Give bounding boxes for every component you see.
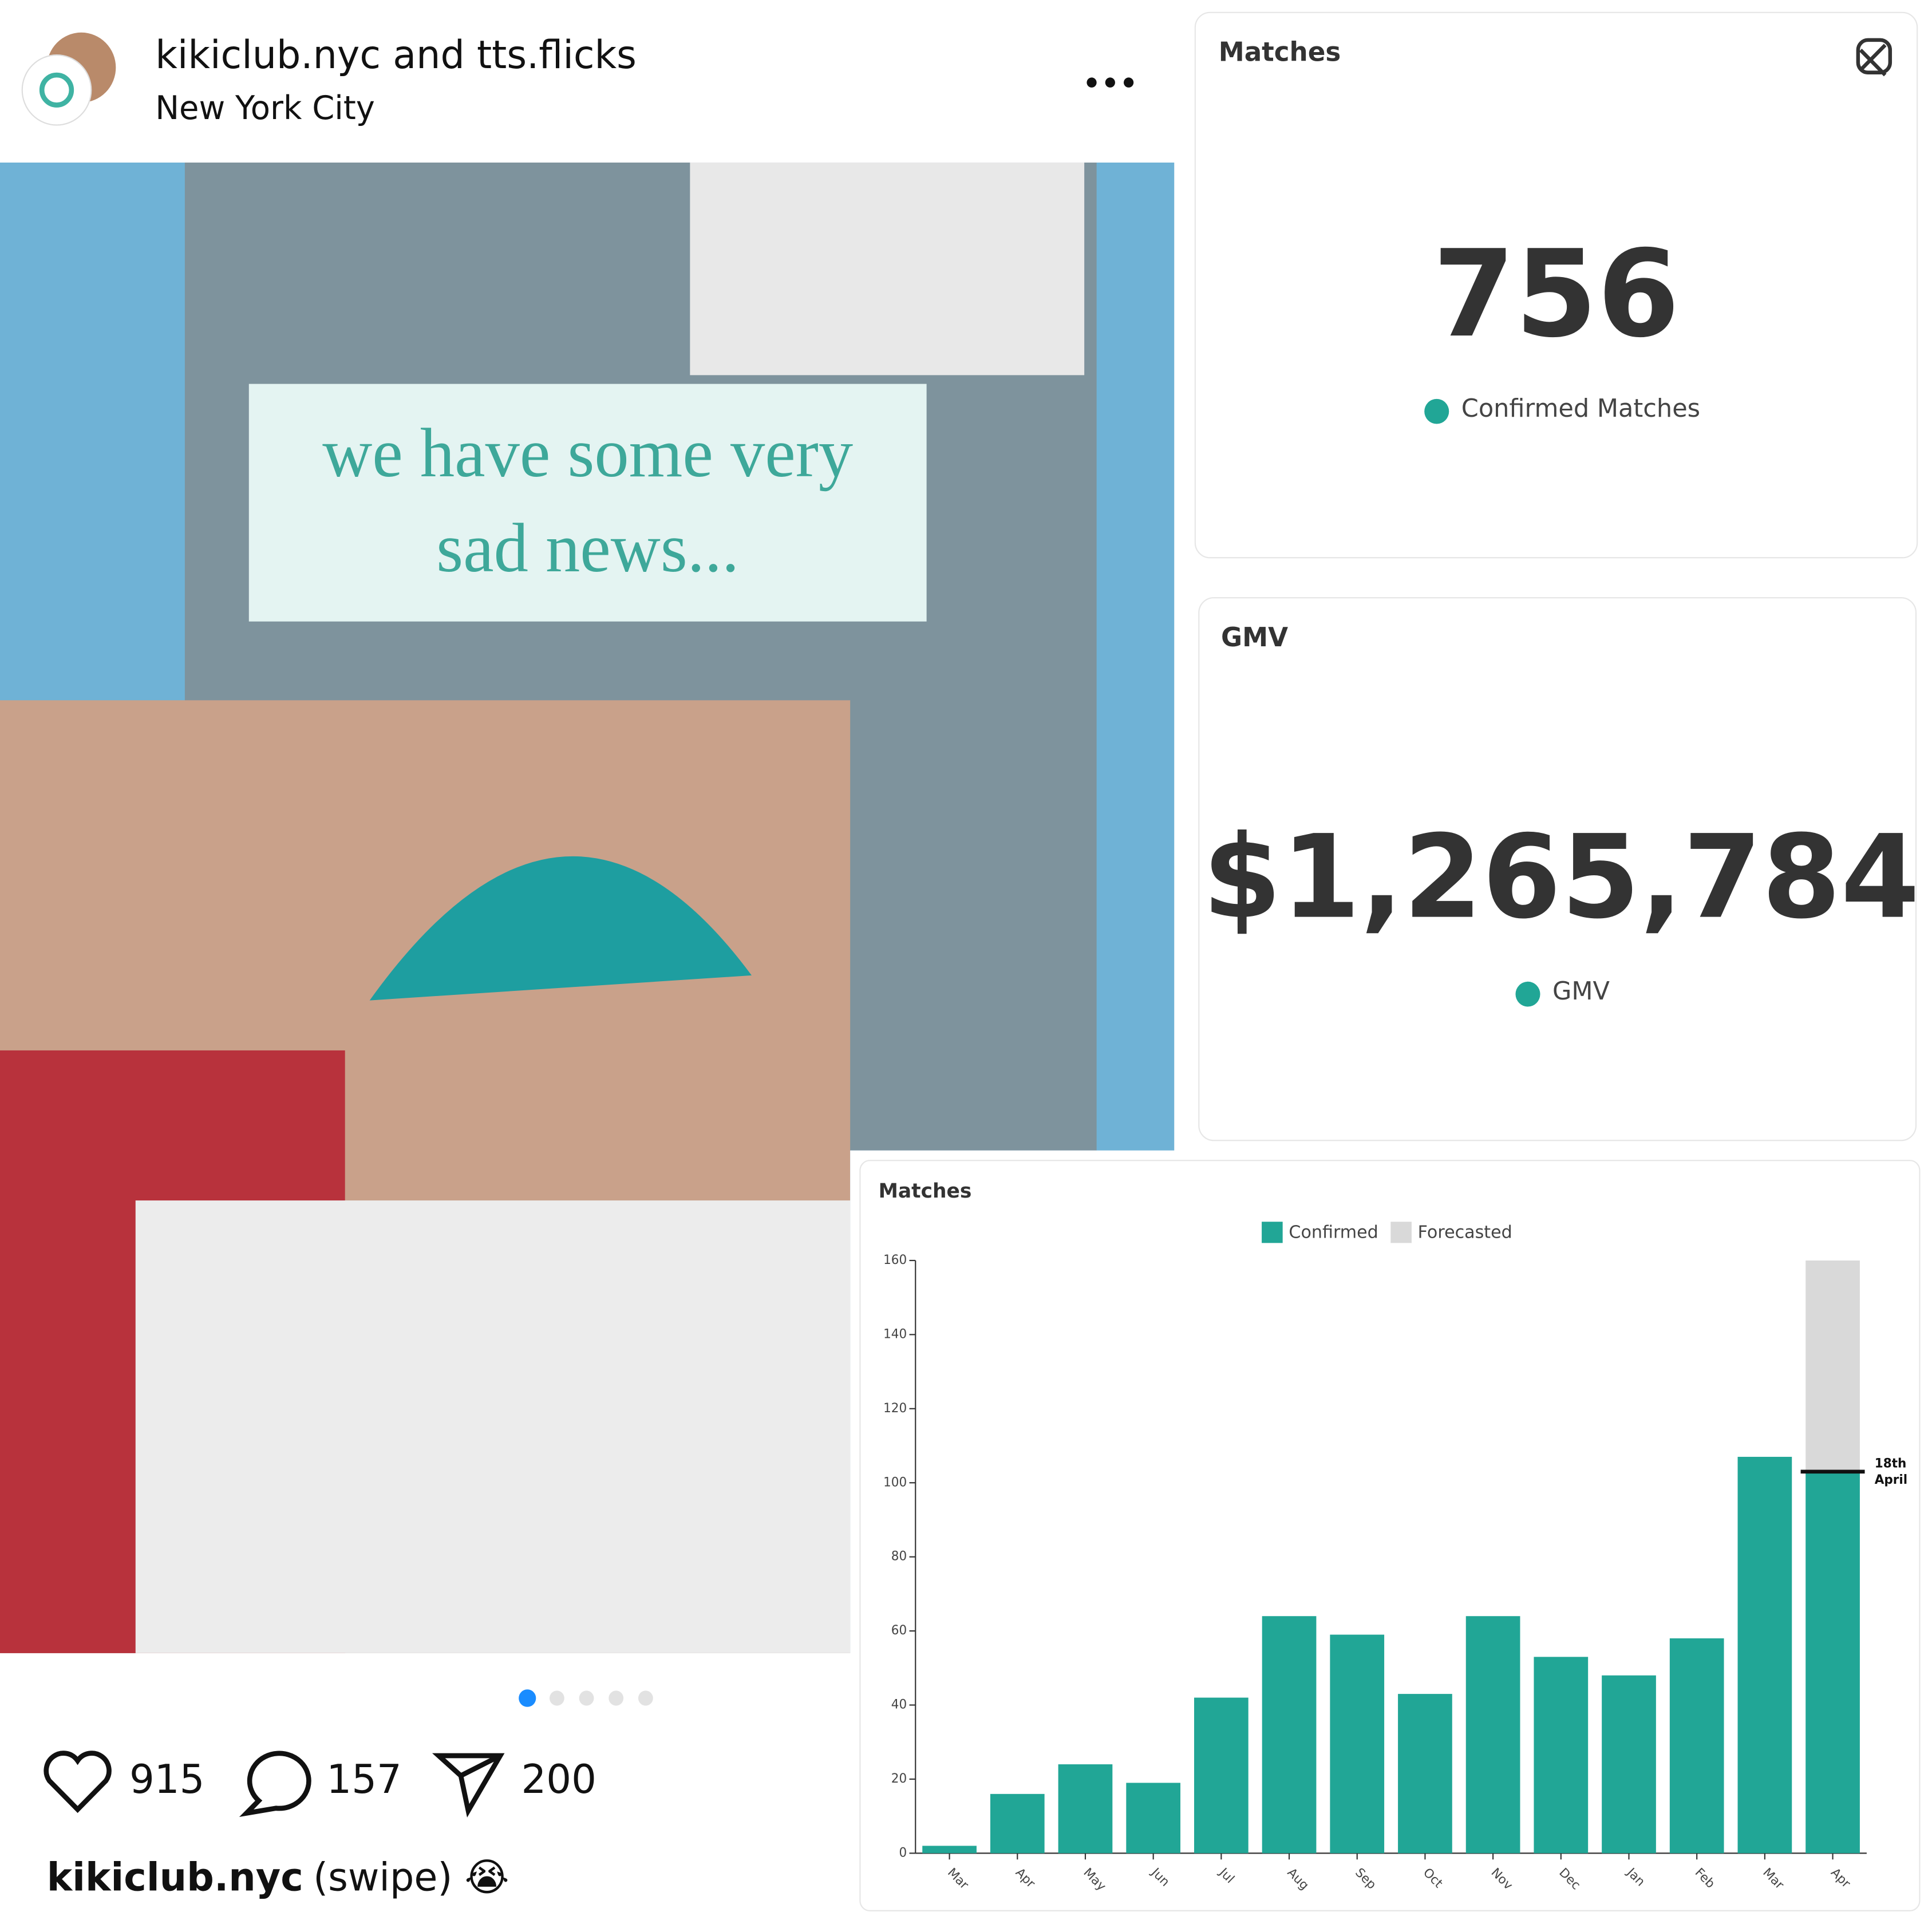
map-area — [690, 162, 1085, 376]
bar — [1534, 1657, 1589, 1854]
bar — [1262, 1616, 1317, 1854]
card-legend: GMV — [1552, 977, 1610, 1006]
card-legend: Confirmed Matches — [1461, 394, 1700, 423]
card-title: GMV — [1221, 622, 1288, 653]
legend-label: Confirmed — [1289, 1222, 1378, 1242]
card-value: 756 — [1433, 225, 1680, 365]
share-icon[interactable] — [432, 1753, 505, 1818]
y-tick-label: 100 — [883, 1475, 907, 1490]
avatar[interactable] — [21, 54, 92, 126]
y-tick-label: 40 — [891, 1697, 907, 1712]
more-button[interactable] — [1086, 77, 1134, 88]
bar — [1465, 1616, 1520, 1854]
bar — [1398, 1694, 1452, 1854]
carousel-dot[interactable] — [609, 1690, 624, 1706]
white-shirt — [135, 1200, 851, 1653]
caption: kikiclub.nyc (swipe) 😭 — [47, 1854, 509, 1899]
caption-user[interactable]: kikiclub.nyc — [47, 1854, 303, 1899]
like-count: 915 — [129, 1757, 204, 1803]
post-user[interactable]: kikiclub.nyc and tts.flicks — [155, 33, 637, 78]
legend-swatch — [1262, 1222, 1283, 1243]
chart-title: Matches — [879, 1180, 972, 1203]
y-tick-label: 120 — [883, 1401, 907, 1416]
annotation: April — [1875, 1473, 1907, 1487]
bar — [1058, 1764, 1113, 1854]
y-tick-label: 20 — [891, 1772, 907, 1786]
carousel-dot[interactable] — [519, 1689, 536, 1707]
caption-text: (swipe) 😭 — [313, 1854, 509, 1899]
bar — [990, 1793, 1045, 1854]
logo — [39, 72, 74, 108]
image-text: sad news... — [436, 509, 739, 587]
like-icon[interactable] — [44, 1751, 112, 1814]
image-text: we have some very — [322, 414, 853, 492]
bar — [1805, 1471, 1860, 1854]
card-icon[interactable] — [1856, 38, 1893, 77]
card — [1198, 597, 1917, 1141]
bar — [1602, 1675, 1656, 1854]
comment-count: 157 — [326, 1757, 401, 1803]
chart: Confirmed Forecasted 0 20 40 60 80 100 120 140 160… — [883, 1222, 1907, 1894]
carousel-dot[interactable] — [549, 1690, 564, 1706]
carousel-dot[interactable] — [638, 1690, 653, 1706]
y-tick-label: 80 — [891, 1550, 907, 1564]
comment-icon[interactable] — [239, 1751, 311, 1818]
card-value: $1,265,784 — [1203, 811, 1920, 945]
bar — [1330, 1634, 1385, 1854]
bar — [1126, 1783, 1181, 1854]
y-tick-label: 140 — [883, 1327, 907, 1341]
bar — [1805, 1260, 1860, 1472]
bar — [1669, 1638, 1724, 1854]
y-tick-label: 0 — [899, 1846, 907, 1860]
carousel-dot[interactable] — [579, 1690, 594, 1706]
bar — [1737, 1456, 1792, 1854]
y-tick-label: 60 — [891, 1623, 907, 1638]
card-title: Matches — [1219, 37, 1341, 67]
legend-dot — [1424, 398, 1449, 424]
annotation: 18th — [1875, 1457, 1907, 1471]
card — [1194, 11, 1918, 559]
share-count: 200 — [521, 1757, 596, 1803]
bar — [1194, 1697, 1249, 1854]
legend-dot — [1515, 981, 1540, 1007]
legend-swatch — [1390, 1222, 1412, 1243]
legend-label: Forecasted — [1418, 1222, 1512, 1242]
bar — [922, 1846, 977, 1854]
post-location[interactable]: New York City — [155, 90, 375, 127]
image-text-box — [248, 384, 927, 622]
cap — [369, 856, 752, 1001]
y-tick-label: 160 — [883, 1253, 907, 1267]
